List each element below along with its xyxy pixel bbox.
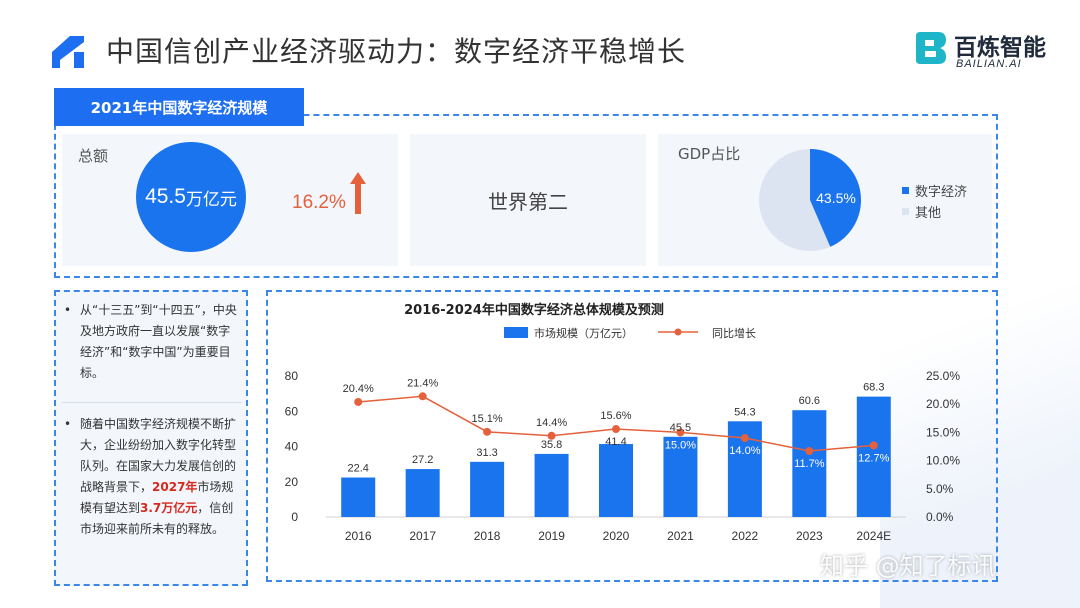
bar-value-label: 27.2 <box>412 454 433 466</box>
bar-value-label: 54.3 <box>734 406 755 418</box>
bar <box>341 477 376 517</box>
line-point <box>354 397 363 406</box>
bar-value-label: 41.4 <box>605 436 626 448</box>
line-point <box>676 428 685 437</box>
legend-label-line: 同比增长 <box>712 326 756 340</box>
pie-slice-label: 43.5% <box>816 190 856 206</box>
summary-panel <box>54 114 998 278</box>
x-tick-label: 2023 <box>796 529 823 543</box>
brand-logo: 百炼智能 BAILIAN.AI <box>914 28 1054 72</box>
line-point <box>740 434 749 443</box>
bar-value-label: 31.3 <box>476 447 497 459</box>
y-tick-label: 80 <box>285 369 299 383</box>
legend-label-bar: 市场规模（万亿元） <box>534 326 633 340</box>
line-value-label: 20.4% <box>343 383 374 395</box>
line-point <box>612 425 620 434</box>
bar <box>663 436 698 517</box>
x-tick-label: 2016 <box>345 529 372 543</box>
pie-slice-digital <box>810 149 862 247</box>
y2-tick-label: 25.0% <box>926 369 960 383</box>
arrow-up-icon <box>350 172 366 214</box>
legend-label: 数字经济 <box>915 185 968 200</box>
y-tick-label: 0 <box>291 510 298 524</box>
y2-tick-label: 10.0% <box>926 454 960 468</box>
watermark: 知乎 @知了标讯 <box>820 552 996 580</box>
line-value-label: 14.4% <box>536 417 567 429</box>
y2-tick-label: 15.0% <box>926 425 960 439</box>
bar-value-label: 60.6 <box>799 395 820 407</box>
note-text: 市场规模有望达到 <box>80 480 234 515</box>
line-point <box>547 431 556 440</box>
note-highlight: 3.7万亿元 <box>140 501 198 515</box>
legend-label: 其他 <box>915 206 942 221</box>
summary-tab: 2021年中国数字经济规模 <box>54 88 304 126</box>
brand-subtitle: BAILIAN.AI <box>956 58 1022 70</box>
note-item: 随着中国数字经济规模不断扩大，企业纷纷加入数字化转型队列。在国家大力发展信创的战… <box>62 414 238 540</box>
x-tick-label: 2022 <box>732 529 759 543</box>
y2-tick-label: 20.0% <box>926 397 960 411</box>
y2-tick-label: 0.0% <box>926 510 954 524</box>
x-tick-label: 2019 <box>538 529 565 543</box>
total-unit: 万亿元 <box>185 189 237 210</box>
note-highlight: 2027年 <box>152 480 198 494</box>
pie-legend: 数字经济 其他 <box>902 180 967 222</box>
pie-legend-item-digital: 数字经济 <box>902 180 967 201</box>
legend-swatch <box>902 208 909 215</box>
brand-name: 百炼智能 <box>954 35 1046 61</box>
x-tick-label: 2017 <box>409 529 436 543</box>
line-point <box>418 392 427 401</box>
line-point <box>869 441 878 450</box>
line-value-label: 15.6% <box>600 410 631 422</box>
total-circle: 45.5 万亿元 <box>136 142 246 252</box>
bar <box>792 410 827 517</box>
legend-swatch <box>902 187 909 194</box>
bar <box>534 453 569 517</box>
background-decoration <box>880 208 1080 608</box>
line-point <box>805 447 814 456</box>
bar <box>856 396 891 517</box>
growth-value: 16.2% <box>292 192 346 213</box>
total-value: 45.5 <box>145 185 186 208</box>
gdp-label: GDP占比 <box>678 145 741 163</box>
line-value-label: 12.7% <box>858 452 889 464</box>
line-value-label: 21.4% <box>407 377 438 389</box>
pie-legend-item-other: 其他 <box>902 201 967 222</box>
page-title: 中国信创产业经济驱动力：数字经济平稳增长 <box>106 35 687 68</box>
total-label: 总额 <box>78 147 109 165</box>
line-point <box>483 427 492 436</box>
chart-title: 2016-2024年中国数字经济总体规模及预测 <box>404 302 664 318</box>
divider <box>62 402 242 403</box>
bar-value-label: 68.3 <box>863 382 884 394</box>
line-value-label: 14.0% <box>729 445 760 457</box>
x-tick-label: 2018 <box>474 529 501 543</box>
bar <box>599 444 633 517</box>
x-tick-label: 2024E <box>856 529 891 543</box>
y-tick-label: 60 <box>285 404 299 418</box>
note-item: 从“十三五”到“十四五”，中央及地方政府一直以发展“数字经济”和“数字中国”为重… <box>62 300 238 384</box>
note-text: 随着中国数字经济规模不断扩大，企业纷纷加入数字化转型队列。在国家大力发展信创的战… <box>80 417 237 494</box>
x-tick-label: 2021 <box>667 529 694 543</box>
y-tick-label: 40 <box>285 440 299 454</box>
x-tick-label: 2020 <box>603 529 630 543</box>
bar-value-label: 35.8 <box>541 439 562 451</box>
bar <box>405 469 440 517</box>
y2-tick-label: 5.0% <box>926 482 954 496</box>
legend-marker-line <box>674 328 682 336</box>
brand-icon <box>916 32 946 64</box>
line-value-label: 15.0% <box>665 439 696 451</box>
gdp-pie-chart: 43.5% <box>759 149 862 251</box>
bar-value-label: 45.5 <box>670 422 691 434</box>
y-tick-label: 20 <box>285 475 299 489</box>
bar <box>470 461 505 517</box>
line-value-label: 15.1% <box>472 413 503 425</box>
chart-panel <box>266 290 998 582</box>
legend-swatch-bar <box>504 327 528 338</box>
rank-card <box>410 134 646 266</box>
note-text: ，信创市场迎来前所未有的释放。 <box>80 501 234 536</box>
line-value-label: 11.7% <box>794 458 825 470</box>
logo-icon <box>52 36 84 68</box>
bar-value-label: 22.4 <box>348 463 369 475</box>
world-rank: 世界第二 <box>488 190 568 214</box>
